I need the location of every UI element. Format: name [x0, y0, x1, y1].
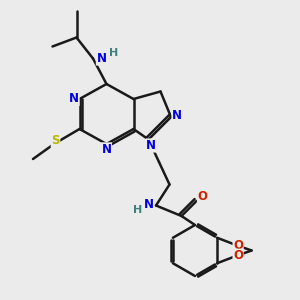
Text: S: S [51, 134, 60, 148]
Text: N: N [146, 139, 156, 152]
Text: O: O [233, 239, 243, 252]
Text: N: N [143, 197, 154, 211]
Text: N: N [172, 109, 182, 122]
Text: N: N [101, 143, 112, 156]
Text: H: H [109, 48, 118, 58]
Text: N: N [69, 92, 79, 106]
Text: N: N [96, 52, 106, 65]
Text: O: O [197, 190, 208, 203]
Text: O: O [233, 249, 243, 262]
Text: H: H [134, 205, 142, 215]
